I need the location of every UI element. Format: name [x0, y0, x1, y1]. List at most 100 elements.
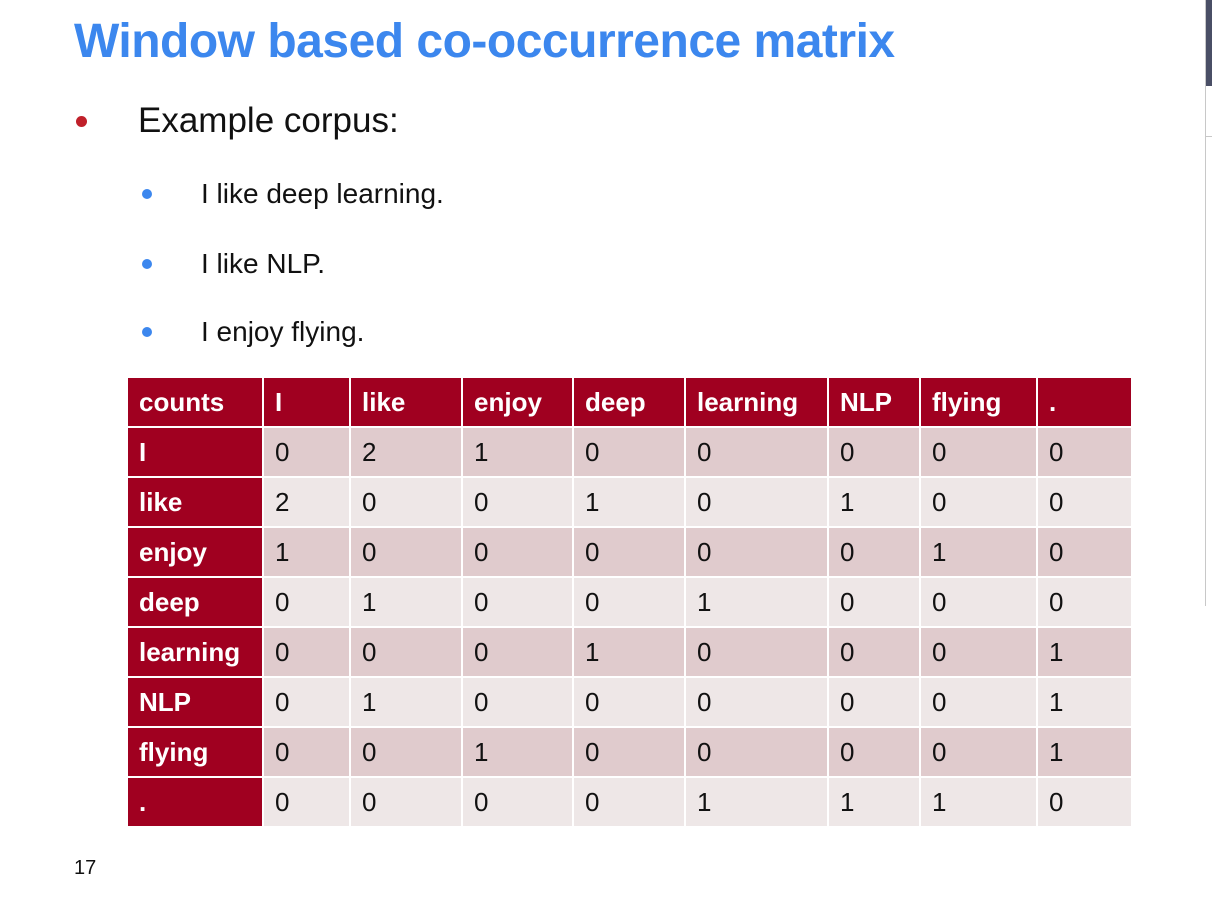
table-cell: 0 — [572, 726, 686, 778]
row-header: enjoy — [126, 526, 264, 578]
sub-bullet-text: I enjoy flying. — [201, 316, 365, 347]
column-header: enjoy — [461, 376, 574, 428]
row-header: I — [126, 426, 264, 478]
table-cell: 0 — [919, 476, 1038, 528]
table-cell: 0 — [919, 426, 1038, 478]
table-header-row: counts I like enjoy deep learning NLP fl… — [126, 376, 1133, 428]
table-cell: 2 — [262, 476, 351, 528]
table-cell: 1 — [461, 726, 574, 778]
sub-bullet-text: I like deep learning. — [201, 178, 444, 209]
row-header: flying — [126, 726, 264, 778]
table-cell: 0 — [461, 526, 574, 578]
sub-bullet-dot-icon — [142, 189, 152, 199]
bullet-example-corpus: Example corpus: — [76, 98, 399, 144]
page-number: 17 — [74, 857, 97, 879]
table-cell: 0 — [1036, 426, 1133, 478]
row-header: learning — [126, 626, 264, 678]
table-cell: 0 — [262, 576, 351, 628]
column-header: . — [1036, 376, 1133, 428]
table-cell: 0 — [262, 626, 351, 678]
table-cell: 0 — [262, 776, 351, 828]
table-cell: 1 — [1036, 676, 1133, 728]
column-header: flying — [919, 376, 1038, 428]
table-row: . 0 0 0 0 1 1 1 0 — [126, 776, 1133, 828]
table-cell: 0 — [572, 426, 686, 478]
row-header: . — [126, 776, 264, 828]
table-cell: 1 — [919, 526, 1038, 578]
table-cell: 0 — [1036, 476, 1133, 528]
table-cell: 0 — [1036, 776, 1133, 828]
adjacent-window-edge — [1205, 0, 1212, 606]
table-cell: 0 — [1036, 526, 1133, 578]
table-cell: 1 — [827, 776, 921, 828]
co-occurrence-table: counts I like enjoy deep learning NLP fl… — [126, 376, 1133, 828]
sub-bullet-dot-icon — [142, 259, 152, 269]
table-cell: 0 — [919, 676, 1038, 728]
table-cell: 0 — [349, 526, 463, 578]
slide-title: Window based co-occurrence matrix — [74, 15, 895, 68]
table-cell: 0 — [461, 676, 574, 728]
column-header: deep — [572, 376, 686, 428]
row-header: NLP — [126, 676, 264, 728]
table-row: flying 0 0 1 0 0 0 0 1 — [126, 726, 1133, 778]
table-cell: 0 — [572, 526, 686, 578]
column-header: I — [262, 376, 351, 428]
table-cell: 1 — [572, 476, 686, 528]
table-cell: 0 — [919, 576, 1038, 628]
table-cell: 0 — [684, 426, 829, 478]
table-cell: 0 — [461, 476, 574, 528]
table-cell: 0 — [827, 576, 921, 628]
table-cell: 0 — [461, 576, 574, 628]
sub-bullet-text: I like NLP. — [201, 248, 325, 279]
table-cell: 0 — [461, 776, 574, 828]
table-cell: 0 — [572, 776, 686, 828]
table-cell: 1 — [572, 626, 686, 678]
table-row: like 2 0 0 1 0 1 0 0 — [126, 476, 1133, 528]
table-cell: 0 — [349, 476, 463, 528]
table-cell: 0 — [684, 626, 829, 678]
sub-bullet-dot-icon — [142, 327, 152, 337]
table-cell: 0 — [349, 626, 463, 678]
table-cell: 0 — [919, 726, 1038, 778]
table-cell: 0 — [827, 626, 921, 678]
table-cell: 0 — [262, 726, 351, 778]
row-header: deep — [126, 576, 264, 628]
table-cell: 0 — [262, 426, 351, 478]
table-cell: 1 — [1036, 626, 1133, 678]
column-header: NLP — [827, 376, 921, 428]
table-cell: 0 — [684, 726, 829, 778]
bullet-dot-icon — [76, 115, 87, 127]
table-cell: 0 — [572, 576, 686, 628]
sub-bullet-1: I like deep learning. — [142, 176, 444, 212]
table-cell: 0 — [572, 676, 686, 728]
table-row: NLP 0 1 0 0 0 0 0 1 — [126, 676, 1133, 728]
table-cell: 0 — [827, 526, 921, 578]
sub-bullet-3: I enjoy flying. — [142, 314, 364, 350]
table-cell: 1 — [461, 426, 574, 478]
table-cell: 0 — [827, 676, 921, 728]
table-cell: 0 — [684, 526, 829, 578]
table-cell: 2 — [349, 426, 463, 478]
table-row: I 0 2 1 0 0 0 0 0 — [126, 426, 1133, 478]
table-cell: 0 — [262, 676, 351, 728]
bullet-text: Example corpus: — [138, 101, 399, 140]
table-cell: 1 — [349, 676, 463, 728]
table-row: enjoy 1 0 0 0 0 0 1 0 — [126, 526, 1133, 578]
table-cell: 1 — [684, 776, 829, 828]
column-header: like — [349, 376, 463, 428]
sub-bullet-2: I like NLP. — [142, 246, 325, 282]
table-cell: 0 — [1036, 576, 1133, 628]
table-cell: 0 — [919, 626, 1038, 678]
table-row: learning 0 0 0 1 0 0 0 1 — [126, 626, 1133, 678]
row-header: like — [126, 476, 264, 528]
table-cell: 0 — [461, 626, 574, 678]
table-cell: 1 — [919, 776, 1038, 828]
table-cell: 0 — [827, 726, 921, 778]
table-cell: 1 — [262, 526, 351, 578]
table-row: deep 0 1 0 0 1 0 0 0 — [126, 576, 1133, 628]
adjacent-window-thumbnail — [1206, 0, 1212, 86]
table-cell: 0 — [684, 676, 829, 728]
table-cell: 1 — [827, 476, 921, 528]
adjacent-window-divider — [1206, 136, 1212, 137]
